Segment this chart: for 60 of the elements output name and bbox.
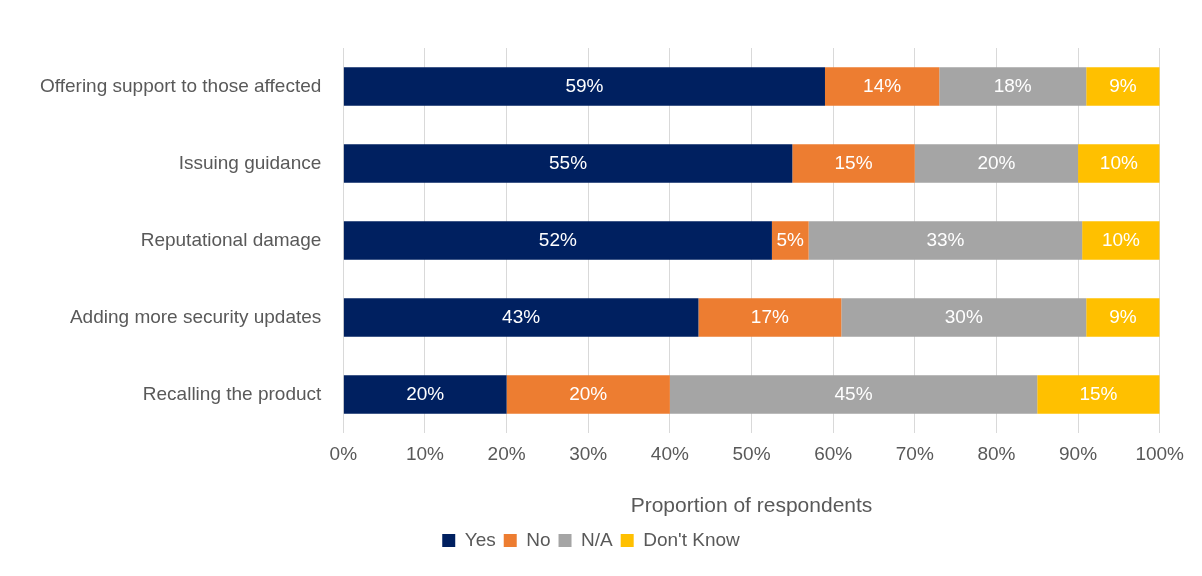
bar xyxy=(343,298,699,337)
data-label: 14% xyxy=(863,74,902,96)
legend-label: Don't Know xyxy=(643,528,741,550)
data-label: 52% xyxy=(538,228,577,250)
data-label: 17% xyxy=(750,305,789,327)
bar xyxy=(1037,375,1160,414)
x-tick-label: 40% xyxy=(650,442,689,464)
data-label: 20% xyxy=(569,382,608,404)
bar xyxy=(841,298,1087,337)
x-tick-label: 90% xyxy=(1059,442,1098,464)
data-label: 9% xyxy=(1109,74,1137,96)
data-label: 10% xyxy=(1099,151,1138,173)
data-label: 5% xyxy=(776,228,805,250)
data-label: 10% xyxy=(1101,228,1141,250)
x-tick-label: 60% xyxy=(814,442,853,464)
x-tick-label: 30% xyxy=(569,442,608,464)
bar xyxy=(1086,67,1160,106)
data-label: 45% xyxy=(834,382,873,404)
x-tick-label: 80% xyxy=(977,442,1016,464)
bar xyxy=(1078,144,1160,183)
x-tick-label: 50% xyxy=(732,442,771,464)
data-label: 18% xyxy=(993,74,1032,96)
x-tick-label: 20% xyxy=(487,442,526,464)
data-label: 43% xyxy=(502,305,541,327)
bar xyxy=(343,144,793,183)
legend-label: Yes xyxy=(464,528,496,550)
bar xyxy=(792,144,915,183)
x-tick-label: 70% xyxy=(895,442,934,464)
x-tick-label: 100% xyxy=(1135,442,1185,464)
data-label: 30% xyxy=(944,305,983,327)
bar xyxy=(1082,221,1160,260)
bar xyxy=(808,221,1083,260)
legend-label: No xyxy=(526,528,551,550)
bar xyxy=(506,375,670,414)
y-tick-label: Recalling the product xyxy=(142,382,323,404)
bar xyxy=(343,67,825,106)
bar xyxy=(1086,298,1160,337)
data-label: 55% xyxy=(549,151,588,173)
data-label: 15% xyxy=(834,151,873,173)
x-tick-label: 0% xyxy=(329,442,358,464)
bar xyxy=(343,375,507,414)
data-label: 20% xyxy=(406,382,445,404)
x-tick-label: 10% xyxy=(405,442,445,464)
bar xyxy=(343,221,772,260)
y-tick-label: Issuing guidance xyxy=(178,151,322,173)
y-tick-label: Adding more security updates xyxy=(69,305,322,327)
bar xyxy=(939,67,1087,106)
bar xyxy=(698,298,842,337)
bar xyxy=(914,144,1079,183)
legend-label: N/A xyxy=(581,528,614,550)
x-axis-title: Proportion of respondents xyxy=(630,493,873,517)
y-tick-label: Reputational damage xyxy=(140,228,322,250)
data-label: 9% xyxy=(1109,305,1137,327)
data-label: 59% xyxy=(565,74,604,96)
data-label: 20% xyxy=(977,151,1016,173)
y-tick-label: Offering support to those affected xyxy=(39,74,322,96)
bar xyxy=(669,375,1038,414)
bar xyxy=(824,67,940,106)
data-label: 33% xyxy=(926,228,965,250)
data-label: 15% xyxy=(1079,382,1118,404)
